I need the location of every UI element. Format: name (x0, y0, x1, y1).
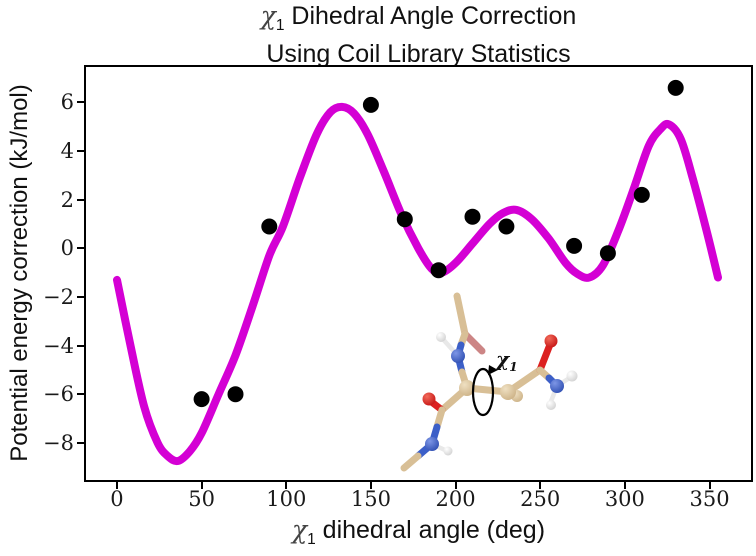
chart-title-text: Dihedral Angle Correction (284, 2, 577, 30)
hydrogen-atom (436, 332, 446, 342)
chi-symbol: χ (291, 515, 308, 544)
y-tick-mark (77, 150, 86, 153)
x-axis-label: χ1 dihedral angle (deg) (86, 515, 751, 549)
x-axis-label-text: dihedral angle (deg) (315, 516, 546, 544)
chi1-annotation: χ1 (496, 347, 518, 374)
bond-faded-oxygen (461, 330, 486, 355)
y-axis-label: Potential energy correction (kJ/mol) (6, 84, 33, 462)
data-point (599, 245, 616, 262)
molecule-atoms (422, 332, 578, 456)
y-tick-mark (77, 344, 86, 347)
alpha-carbon-atom (459, 380, 475, 396)
x-tick-label: 200 (435, 487, 476, 511)
x-tick-label: 300 (604, 487, 645, 511)
y-tick-label: −4 (43, 333, 74, 358)
data-point (227, 386, 244, 403)
y-tick-label: 2 (60, 187, 74, 212)
y-tick-mark (77, 295, 86, 298)
chart-title-line1: χ1 Dihedral Angle Correction (86, 2, 751, 40)
x-tick-mark (115, 481, 118, 489)
molecule-inset (400, 292, 578, 472)
nitrogen-atom (451, 349, 465, 363)
data-point (667, 79, 684, 96)
y-tick-label: 0 (60, 236, 74, 261)
chi-symbol: χ (260, 1, 276, 30)
y-tick-label: −8 (43, 430, 74, 455)
x-tick-mark (285, 481, 288, 489)
data-point (498, 218, 515, 235)
y-tick-mark (77, 198, 86, 201)
chi-subscript: 1 (509, 359, 518, 374)
plot-frame (84, 65, 753, 482)
chi-subscript: 1 (307, 531, 316, 548)
chart-title-line2: Using Coil Library Statistics (266, 40, 571, 68)
y-tick-label: −2 (43, 284, 74, 309)
chi-subscript: 1 (275, 17, 285, 34)
data-point (566, 237, 583, 254)
nitrogen-atom (425, 437, 439, 451)
x-tick-label: 150 (350, 487, 391, 511)
x-tick-mark (623, 481, 626, 489)
bond-carbon (453, 292, 469, 338)
x-tick-label: 100 (266, 487, 307, 511)
data-point (464, 208, 481, 225)
chi-symbol: χ (496, 347, 510, 371)
y-tick-label: 6 (60, 90, 74, 115)
y-tick-mark (77, 101, 86, 104)
x-tick-mark (708, 481, 711, 489)
scatter-points (193, 79, 684, 408)
x-tick-label: 50 (188, 487, 215, 511)
rotation-arrow-icon (471, 365, 498, 417)
y-tick-label: −6 (43, 382, 74, 407)
y-tick-mark (77, 393, 86, 396)
x-tick-mark (200, 481, 203, 489)
y-tick-mark (77, 247, 86, 250)
data-point (362, 96, 379, 113)
correction-curve (113, 102, 722, 466)
x-tick-label: 0 (110, 487, 124, 511)
oxygen-atom (422, 392, 436, 406)
x-tick-mark (539, 481, 542, 489)
hydrogen-atom (566, 370, 578, 382)
bond-carbon (400, 452, 422, 472)
y-tick-mark (77, 441, 86, 444)
oxygen-atom (544, 334, 558, 348)
hydrogen-atom (546, 400, 556, 410)
plot-area (113, 79, 722, 466)
x-tick-label: 250 (520, 487, 561, 511)
chart-title: χ1 Dihedral Angle Correction Using Coil … (86, 2, 751, 69)
x-tick-label: 350 (689, 487, 730, 511)
data-point (193, 391, 210, 408)
data-point (430, 262, 447, 279)
data-point (633, 186, 650, 203)
data-point (261, 218, 278, 235)
nitrogen-atom (550, 379, 564, 393)
y-tick-label: 4 (60, 139, 74, 164)
data-point (396, 211, 413, 228)
beta-carbon-atom (500, 384, 516, 400)
x-tick-mark (454, 481, 457, 489)
hydrogen-atom (443, 446, 453, 456)
x-tick-mark (369, 481, 372, 489)
